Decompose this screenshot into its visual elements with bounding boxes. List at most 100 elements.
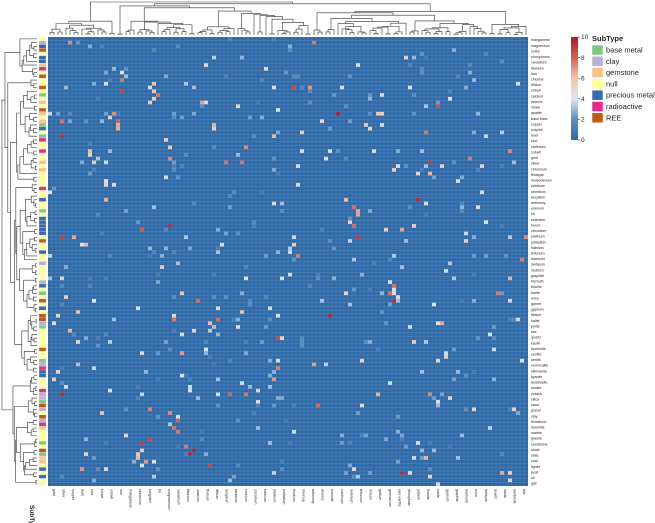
heatmap-cell	[436, 321, 440, 326]
heatmap-cell	[420, 70, 424, 75]
dendrogram-branch	[313, 29, 321, 35]
heatmap-cell	[296, 254, 300, 258]
dendrogram-branch	[298, 25, 309, 35]
dendrogram-branch	[293, 31, 299, 35]
row-label: mica	[531, 296, 539, 300]
heatmap-cell	[412, 224, 416, 228]
heatmap-cell	[152, 89, 156, 94]
heatmap-cell	[88, 141, 92, 146]
heatmap-cell	[256, 100, 260, 105]
row-label: hafnium	[531, 246, 544, 250]
heatmap-cell	[400, 227, 404, 232]
heatmap-cell	[500, 291, 504, 296]
heatmap-cell	[460, 209, 464, 213]
annotation-cell	[38, 362, 47, 367]
heatmap-cell	[60, 235, 64, 240]
heatmap-cell	[328, 149, 332, 153]
heatmap-cell	[368, 209, 372, 213]
heatmap-cell	[124, 407, 128, 412]
dendrogram-branch	[33, 139, 37, 144]
heatmap-cell	[224, 160, 228, 165]
heatmap-cell	[352, 224, 356, 228]
heatmap-cell	[228, 392, 232, 397]
dendrogram-branch	[345, 21, 399, 24]
dendrogram-branch	[458, 31, 467, 35]
annotation-cell	[38, 171, 47, 176]
column-label: gold	[52, 489, 56, 496]
dendrogram-branch	[489, 33, 495, 35]
heatmap-cell	[344, 156, 348, 161]
annotation-cell	[38, 48, 47, 53]
heatmap-cell	[92, 160, 96, 165]
heatmap-cell	[280, 336, 284, 341]
heatmap-cell	[360, 358, 364, 363]
heatmap-cell	[228, 478, 232, 483]
heatmap-cell	[436, 358, 440, 363]
heatmap-cell	[48, 254, 52, 258]
column-label: kaolin	[503, 489, 507, 498]
annotation-cell	[38, 137, 47, 142]
heatmap-cell	[136, 306, 140, 311]
heatmap-cell	[84, 336, 88, 341]
column-label: iron	[119, 489, 123, 495]
heatmap-cell	[300, 340, 304, 344]
row-label: bentonite	[531, 347, 546, 351]
row-label: gypsum	[531, 308, 544, 312]
heatmap-cell	[120, 89, 124, 94]
heatmap-cell	[312, 40, 316, 45]
row-label: zirconium	[531, 229, 546, 233]
annotation-cell	[38, 452, 47, 457]
heatmap-cell	[428, 467, 432, 472]
dendrogram-branch	[29, 380, 34, 392]
heatmap-cell	[416, 171, 420, 176]
heatmap-cell	[236, 418, 240, 423]
heatmap-cell	[432, 175, 436, 180]
dendrogram-branch	[411, 30, 419, 35]
heatmap-cell	[164, 74, 168, 79]
row-label: iron	[531, 72, 537, 76]
row-label: beryllium	[531, 195, 545, 199]
heatmap-cell	[288, 48, 292, 52]
column-label: arsenic	[321, 489, 325, 501]
heatmap-cell	[392, 287, 396, 292]
heatmap-cell	[464, 239, 468, 243]
heatmap-cell	[172, 328, 176, 333]
row-label: silver	[531, 162, 540, 166]
dendrogram-branch	[31, 334, 37, 341]
column-label: talc	[522, 489, 526, 495]
row-label: chromium	[531, 167, 547, 171]
legend-label: clay	[606, 57, 620, 66]
annotation-cell	[38, 336, 47, 341]
heatmap-cell	[72, 332, 76, 337]
heatmap-cell	[480, 164, 484, 168]
annotation-cell	[38, 422, 47, 427]
row-label: vanadium	[531, 61, 547, 65]
heatmap-cell	[140, 351, 144, 356]
annotation-cell	[38, 40, 47, 45]
row-label: lithium	[531, 313, 541, 317]
heatmap-cell	[392, 254, 396, 258]
heatmap-cell	[148, 254, 152, 258]
heatmap-cell	[276, 366, 280, 371]
annotation-cell	[38, 399, 47, 404]
legend-label: base metal	[606, 46, 643, 55]
heatmap-cell	[216, 332, 220, 337]
dendrogram-branch	[32, 420, 37, 425]
annotation-cell	[38, 261, 47, 266]
column-label: titanium	[186, 489, 190, 502]
heatmap-cell	[420, 66, 424, 71]
legend-label: radioactive	[606, 102, 642, 111]
heatmap-cell	[340, 441, 344, 445]
heatmap-cell	[368, 287, 372, 292]
row-label: lead	[531, 134, 538, 138]
annotation-cell	[38, 164, 47, 169]
heatmap-cell	[152, 250, 156, 255]
heatmap-cell	[76, 40, 80, 45]
column-dendrogram	[49, 1, 527, 35]
row-label: peat	[531, 470, 538, 474]
dendrogram-branch	[33, 450, 37, 455]
heatmap-cell	[396, 298, 400, 303]
heatmap-cell	[224, 231, 228, 236]
legend-swatch	[591, 56, 604, 67]
